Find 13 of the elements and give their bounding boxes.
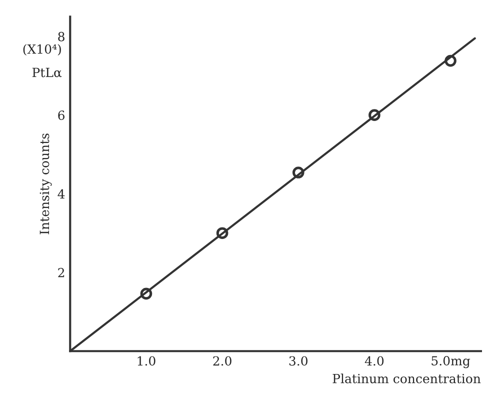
x-tick-label: 2.0 <box>213 356 232 366</box>
x-axis-title: Platinum concentration <box>332 374 481 384</box>
x-tick-label: 1.0 <box>138 356 156 366</box>
x-tick-label: 4.0 <box>364 356 384 366</box>
y-tick-label: 6 <box>58 110 64 120</box>
y-axis-title: Intensity counts <box>40 134 52 234</box>
y-tick-label: 8 <box>58 32 64 42</box>
x-tick-label: 3.0 <box>289 356 308 366</box>
y-tick-label: 2 <box>58 268 64 278</box>
y-tick-label: 4 <box>58 189 65 199</box>
x-tick-label: 5.0mg <box>432 356 470 368</box>
text: (X10⁴) <box>23 44 61 56</box>
text: PtLα <box>32 68 62 78</box>
